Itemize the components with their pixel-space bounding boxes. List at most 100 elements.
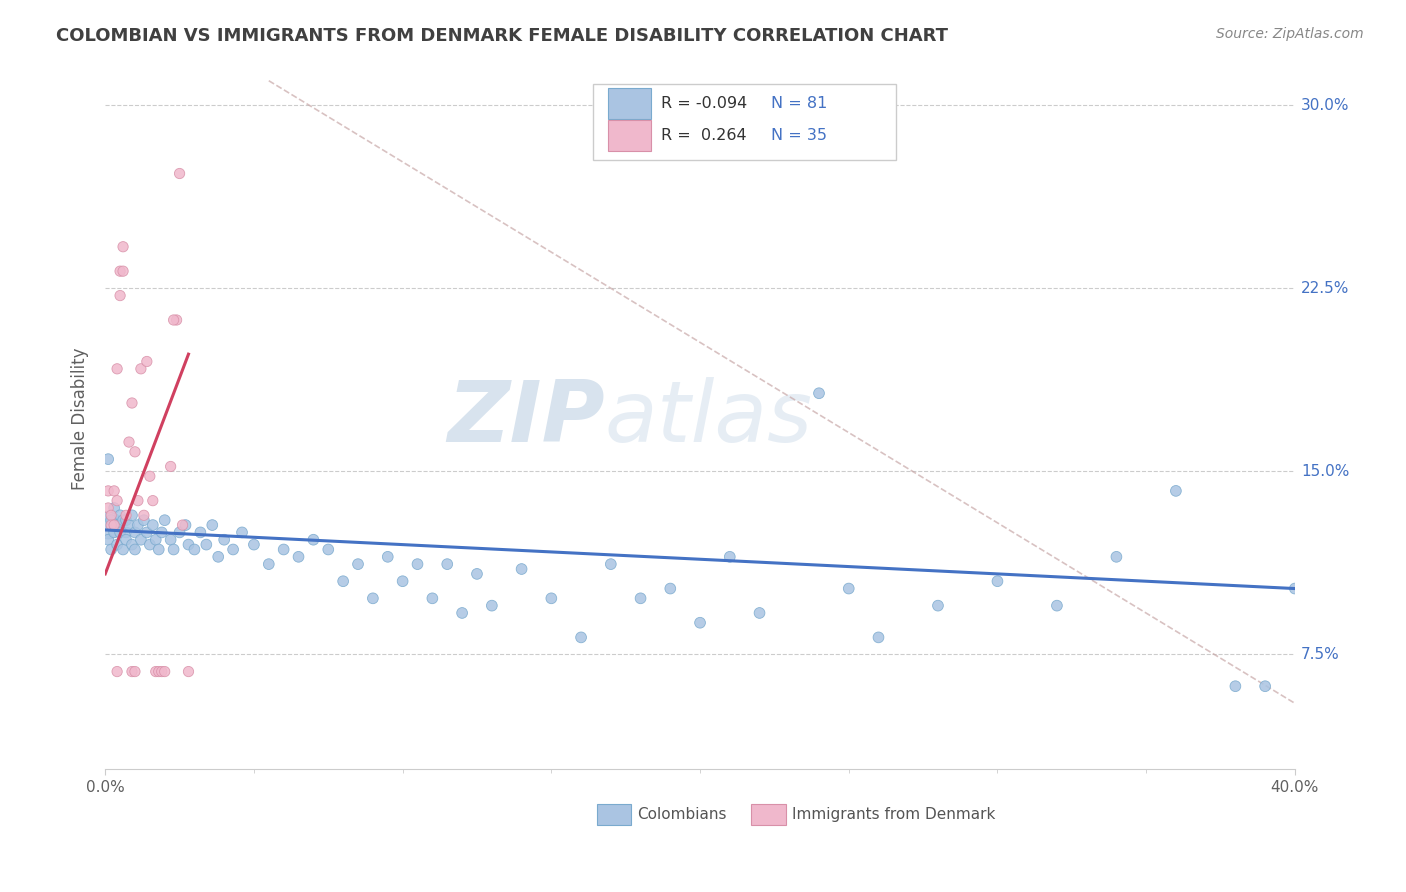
Point [97,500,120,515]
Point [97,518,120,533]
Point [231,525,253,540]
Point [121,396,143,410]
Point [132,508,155,523]
Point [166,313,188,327]
Point [1164,483,1187,498]
Point [129,533,152,547]
Point [986,574,1008,589]
Point [257,557,280,571]
Point [347,557,370,571]
Point [132,513,155,527]
Point [127,493,149,508]
Point [190,525,212,540]
Point [153,665,176,679]
Point [121,508,143,523]
Point [115,508,138,523]
FancyBboxPatch shape [609,88,651,119]
Point [748,606,770,620]
Point [129,361,152,376]
Point [659,582,682,596]
Point [148,665,170,679]
Point [195,538,218,552]
Point [868,631,890,645]
FancyBboxPatch shape [609,120,651,151]
Point [103,483,125,498]
FancyBboxPatch shape [751,805,786,824]
Point [1046,599,1069,613]
Point [630,591,652,606]
Point [1225,679,1247,693]
Point [105,518,128,533]
Point [121,665,143,679]
Point [316,542,339,557]
Point [97,533,120,547]
Text: Colombians: Colombians [637,807,727,822]
Point [118,435,141,450]
Point [406,557,429,571]
Text: COLOMBIAN VS IMMIGRANTS FROM DENMARK FEMALE DISABILITY CORRELATION CHART: COLOMBIAN VS IMMIGRANTS FROM DENMARK FEM… [56,27,948,45]
Point [115,533,138,547]
Point [481,599,503,613]
Point [108,508,131,523]
Point [103,500,125,515]
Point [222,542,245,557]
Point [153,513,176,527]
Point [145,533,167,547]
Point [243,538,266,552]
Point [302,533,325,547]
Point [287,549,309,564]
Point [103,525,125,540]
Point [150,525,173,540]
Point [1284,582,1306,596]
Point [148,542,170,557]
Point [1254,679,1277,693]
Point [124,445,146,459]
Text: Immigrants from Denmark: Immigrants from Denmark [792,807,995,822]
FancyBboxPatch shape [596,805,631,824]
Point [118,518,141,533]
Text: R =  0.264: R = 0.264 [661,128,747,143]
Point [108,288,131,302]
Point [115,513,138,527]
Point [97,483,120,498]
Point [100,518,122,533]
Point [391,574,413,589]
Point [332,574,354,589]
Text: 7.5%: 7.5% [1301,647,1340,662]
Point [127,518,149,533]
Point [159,459,181,474]
Point [599,557,621,571]
Point [112,513,135,527]
Point [150,665,173,679]
Point [100,508,122,523]
Text: R = -0.094: R = -0.094 [661,96,747,112]
Point [124,665,146,679]
Point [172,518,194,533]
Text: ZIP: ZIP [447,377,605,460]
Point [142,493,165,508]
Point [100,542,122,557]
Point [212,533,235,547]
Point [108,525,131,540]
Point [207,549,229,564]
Point [105,493,128,508]
Text: Source: ZipAtlas.com: Source: ZipAtlas.com [1216,27,1364,41]
Y-axis label: Female Disability: Female Disability [72,348,89,490]
Point [510,562,533,576]
Text: atlas: atlas [605,377,813,460]
Point [1105,549,1128,564]
Point [139,469,162,483]
Text: 30.0%: 30.0% [1301,97,1350,112]
Point [112,240,135,254]
Point [451,606,474,620]
Text: 22.5%: 22.5% [1301,281,1350,296]
Point [145,665,167,679]
Text: N = 81: N = 81 [772,96,828,112]
Point [121,538,143,552]
Point [97,452,120,467]
Point [273,542,295,557]
Point [808,386,831,401]
Point [139,538,162,552]
Point [112,264,135,278]
Point [162,313,184,327]
